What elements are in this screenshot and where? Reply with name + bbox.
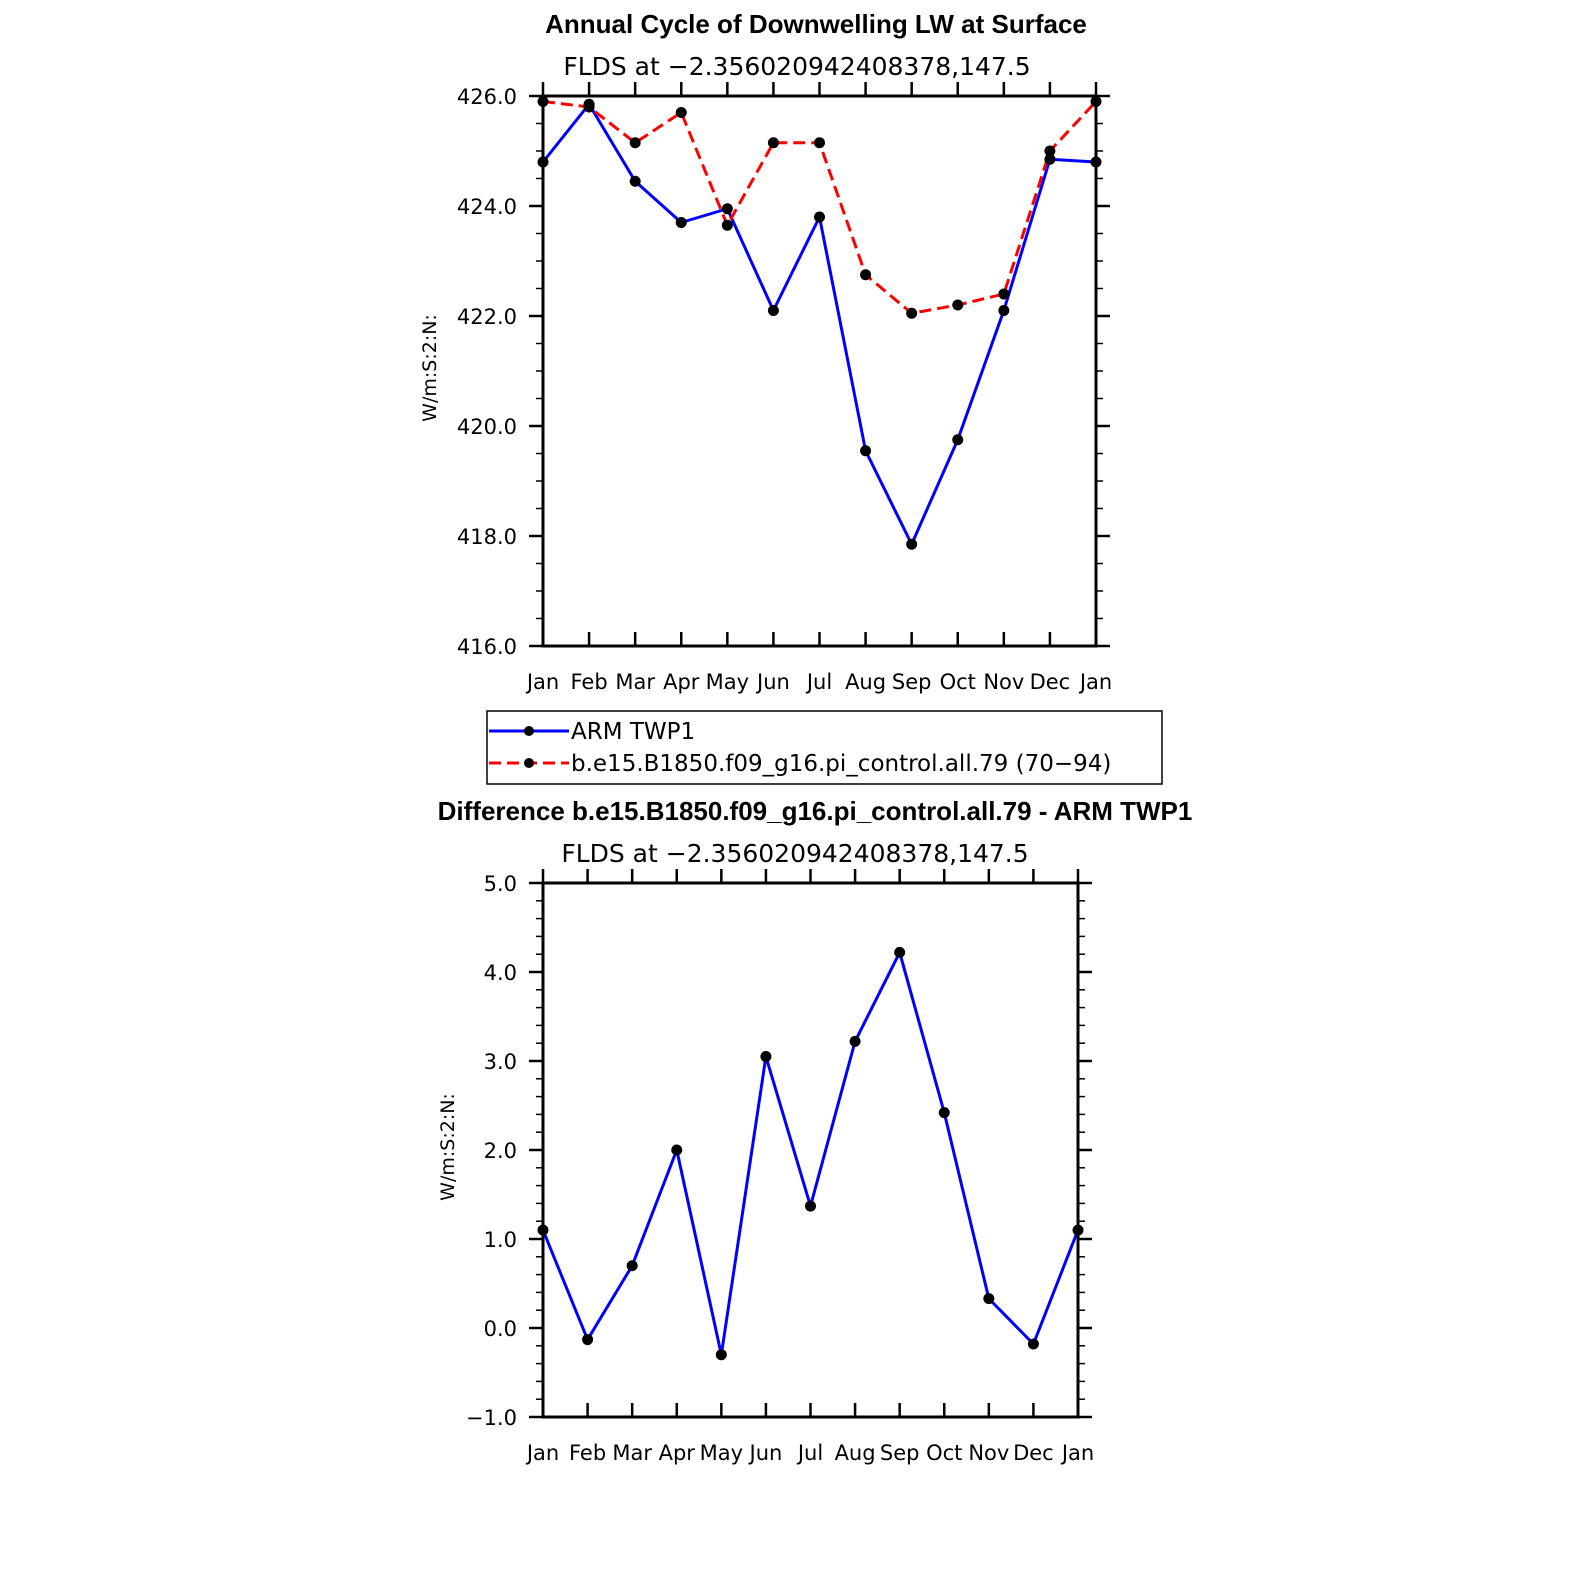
- x-tick-label: Nov: [983, 670, 1024, 694]
- series-0-point: [582, 1334, 594, 1346]
- panel1-axes: Jan Feb Mar Apr May Jun Jul Aug Sep Oct Nov Dec Jan 4…: [457, 82, 1112, 694]
- series-1-point: [906, 307, 918, 319]
- legend-box: [486, 710, 1163, 785]
- series-0-point: [671, 1144, 683, 1156]
- x-tick-label: Mar: [612, 1441, 652, 1465]
- y-tick-label: −1.0: [466, 1406, 517, 1430]
- x-tick-label: Aug: [845, 670, 886, 694]
- series-1-point: [998, 288, 1010, 300]
- x-tick-label: May: [706, 670, 749, 694]
- panel1-subtitle: FLDS at −2.356020942408378,147.5: [563, 52, 1030, 81]
- y-tick-label: 422.0: [457, 305, 517, 329]
- series-1-point: [952, 299, 964, 311]
- series-0-point: [626, 1260, 638, 1272]
- legend: ARM TWP1 b.e15.B1850.f09_g16.pi_control.…: [486, 710, 1163, 785]
- panel1-y-axis-label: W/m:S:2:N:: [419, 314, 441, 422]
- series-0-point: [715, 1349, 727, 1361]
- x-tick-label: Oct: [926, 1441, 962, 1465]
- panel2-subtitle: FLDS at −2.356020942408378,147.5: [561, 839, 1028, 868]
- legend-entry-arm-twp1: ARM TWP1: [489, 719, 695, 745]
- series-1-point: [767, 137, 779, 149]
- panel2-plot-frame: [541, 881, 1080, 1419]
- x-tick-label: Mar: [615, 670, 655, 694]
- panel1-plot-frame: [541, 94, 1098, 648]
- x-tick-label: Dec: [1013, 1441, 1054, 1465]
- series-0-point: [1044, 153, 1056, 165]
- series-0-point: [894, 946, 906, 958]
- x-tick-label: Jan: [525, 670, 559, 694]
- series-0-point: [998, 305, 1010, 316]
- series-1-point: [814, 137, 825, 149]
- x-tick-label: Feb: [569, 1441, 606, 1465]
- x-tick-label: Dec: [1030, 670, 1071, 694]
- series-0-point: [760, 1051, 772, 1063]
- x-tick-label: Apr: [663, 670, 700, 694]
- series-0-point: [906, 538, 918, 550]
- series-0-point: [983, 1293, 995, 1305]
- series-1-point: [629, 137, 641, 149]
- y-tick-label: 426.0: [457, 85, 517, 109]
- legend-entry-model: b.e15.B1850.f09_g16.pi_control.all.79 (7…: [489, 751, 1111, 777]
- legend-marker-model: [524, 758, 534, 768]
- annual-cycle-panel: Annual Cycle of Downwelling LW at Surfac…: [419, 9, 1112, 694]
- x-tick-label: Jul: [796, 1441, 823, 1465]
- y-tick-label: 416.0: [457, 635, 517, 659]
- x-tick-label: Nov: [968, 1441, 1009, 1465]
- panel2-title: Difference b.e15.B1850.f09_g16.pi_contro…: [438, 796, 1193, 826]
- x-tick-label: May: [700, 1441, 743, 1465]
- series-1-point: [860, 269, 872, 281]
- series-0-point: [814, 211, 825, 223]
- x-tick-label: Oct: [940, 670, 976, 694]
- series-1-point: [675, 107, 687, 118]
- x-tick-label: Jan: [1078, 670, 1112, 694]
- series-0-point: [860, 445, 872, 457]
- y-tick-label: 3.0: [484, 1050, 517, 1074]
- x-tick-label: Jun: [748, 1441, 783, 1465]
- series-0-point: [849, 1035, 861, 1047]
- series-line-0: [541, 950, 1080, 1357]
- y-tick-label: 0.0: [484, 1317, 517, 1341]
- x-tick-label: Jun: [755, 670, 790, 694]
- x-tick-label: Sep: [880, 1441, 920, 1465]
- x-tick-label: Aug: [835, 1441, 876, 1465]
- series-0-point: [938, 1107, 950, 1119]
- y-tick-label: 424.0: [457, 195, 517, 219]
- x-tick-label: Jul: [805, 670, 832, 694]
- panel1-title: Annual Cycle of Downwelling LW at Surfac…: [545, 9, 1087, 39]
- panel1-series-layer: [537, 96, 1102, 550]
- series-0-point: [629, 175, 641, 187]
- series-0-point: [1027, 1338, 1039, 1350]
- series-0-point: [675, 217, 687, 228]
- panel2-axes: Jan Feb Mar Apr May Jun Jul Aug Sep Oct Nov Dec Jan−…: [466, 869, 1094, 1465]
- panel2-y-axis-label: W/m:S:2:N:: [437, 1093, 459, 1201]
- series-line-0: [541, 102, 1097, 546]
- y-tick-label: 2.0: [484, 1139, 517, 1163]
- x-tick-label: Apr: [659, 1441, 696, 1465]
- series-0-point: [805, 1200, 816, 1212]
- x-tick-label: Feb: [570, 670, 607, 694]
- legend-marker-arm-twp1: [524, 726, 534, 736]
- series-1-point: [721, 219, 733, 231]
- y-tick-label: 1.0: [484, 1228, 517, 1252]
- legend-label-model: b.e15.B1850.f09_g16.pi_control.all.79 (7…: [571, 751, 1111, 777]
- panel2-series-layer: [537, 946, 1084, 1361]
- legend-label-arm-twp1: ARM TWP1: [571, 719, 695, 745]
- x-tick-label: Jan: [1060, 1441, 1094, 1465]
- x-tick-label: Jan: [525, 1441, 559, 1465]
- y-tick-label: 420.0: [457, 415, 517, 439]
- y-tick-label: 4.0: [484, 961, 517, 985]
- series-0-point: [767, 305, 779, 316]
- x-tick-label: Sep: [892, 670, 932, 694]
- series-1-point: [1044, 145, 1056, 157]
- difference-panel: Difference b.e15.B1850.f09_g16.pi_contro…: [437, 796, 1192, 1465]
- series-0-point: [952, 434, 964, 446]
- y-tick-label: 418.0: [457, 525, 517, 549]
- series-1-point: [583, 101, 595, 113]
- series-0-point: [721, 203, 733, 215]
- y-tick-label: 5.0: [484, 872, 517, 896]
